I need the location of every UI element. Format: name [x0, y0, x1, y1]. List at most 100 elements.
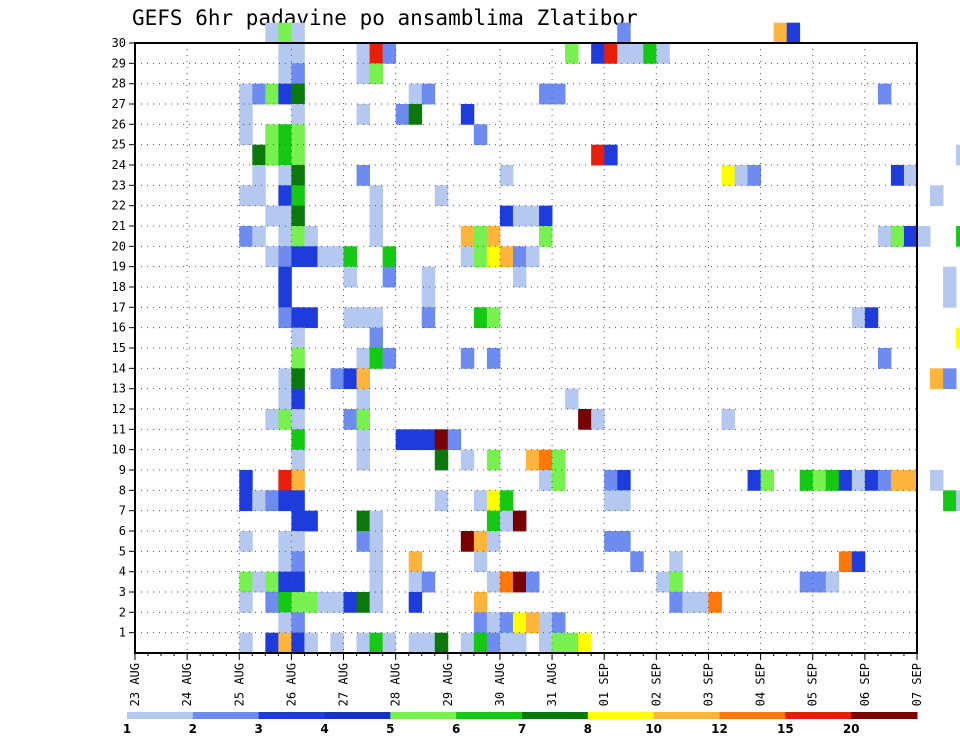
heatmap-cell	[304, 592, 318, 613]
heatmap-cell	[499, 490, 514, 512]
colorbar-swatch	[258, 712, 325, 719]
heatmap-cell	[669, 592, 683, 613]
x-tick-label: 06 SEP	[858, 663, 872, 706]
heatmap-cell	[239, 592, 253, 613]
heatmap-cell	[512, 571, 527, 593]
heatmap-cell	[291, 43, 305, 64]
heatmap-cell	[447, 429, 462, 451]
heatmap-cell	[291, 632, 305, 654]
heatmap-cell	[890, 470, 905, 491]
heatmap-cell	[864, 470, 879, 491]
x-tick-label: 07 SEP	[910, 663, 924, 706]
heatmap-cell	[486, 531, 501, 552]
heatmap-cell	[356, 165, 370, 186]
heatmap-cell	[526, 205, 540, 227]
heatmap-cell	[486, 490, 501, 512]
heatmap-cell	[512, 246, 527, 268]
y-tick-label: 13	[112, 382, 126, 396]
heatmap-cell	[473, 246, 488, 268]
heatmap-cell	[877, 348, 892, 369]
heatmap-cell	[356, 592, 370, 613]
colorbar-swatch	[456, 712, 523, 719]
heatmap-cell	[278, 144, 292, 166]
heatmap-cell	[773, 22, 788, 44]
heatmap-cell	[265, 83, 279, 105]
y-tick-label: 7	[119, 504, 126, 518]
colorbar-swatch	[324, 712, 391, 719]
heatmap-cell	[473, 490, 488, 512]
heatmap-cell	[291, 307, 305, 329]
heatmap-cell	[278, 368, 292, 390]
heatmap-cell	[356, 104, 370, 125]
heatmap-cell	[539, 632, 553, 654]
heatmap-cell	[930, 185, 944, 207]
heatmap-cell	[265, 409, 279, 430]
heatmap-cell	[434, 429, 449, 451]
y-tick-label: 22	[112, 199, 126, 213]
heatmap-cell	[369, 510, 384, 532]
colorbar-label: 1	[123, 722, 131, 736]
heatmap-cell	[604, 531, 618, 552]
heatmap-cell	[265, 205, 279, 227]
colorbar-swatch	[127, 712, 194, 719]
colorbar-label: 2	[189, 722, 197, 736]
heatmap-cell	[825, 571, 840, 593]
heatmap-cell	[604, 43, 618, 64]
y-tick-label: 30	[112, 36, 126, 50]
heatmap-cell	[473, 632, 488, 654]
heatmap-cell	[291, 124, 305, 146]
heatmap-cell	[265, 124, 279, 146]
heatmap-cell	[395, 104, 410, 125]
heatmap-cell	[851, 470, 866, 491]
heatmap-cell	[512, 205, 527, 227]
heatmap-cell	[291, 226, 305, 247]
heatmap-cell	[278, 165, 292, 186]
y-tick-label: 28	[112, 77, 126, 91]
colorbar-swatch	[390, 712, 457, 719]
heatmap-cell	[382, 348, 397, 369]
heatmap-cell	[747, 165, 761, 186]
heatmap-cell	[421, 287, 436, 308]
heatmap-cell	[369, 226, 384, 247]
y-tick-label: 2	[119, 605, 126, 619]
heatmap-cell	[265, 490, 279, 512]
y-tick-label: 3	[119, 585, 126, 599]
colorbar-label: 4	[320, 722, 328, 736]
heatmap-cell	[291, 83, 305, 105]
heatmap-cell	[304, 632, 318, 654]
heatmap-cell	[356, 43, 370, 64]
heatmap-cell	[877, 226, 892, 247]
heatmap-cell	[903, 226, 918, 247]
heatmap-cell	[291, 449, 305, 471]
heatmap-cell	[278, 22, 292, 44]
heatmap-cell	[604, 144, 618, 166]
x-tick-label: 02 SEP	[649, 663, 663, 706]
heatmap-cell	[539, 83, 553, 105]
heatmap-cell	[565, 632, 579, 654]
heatmap-cell	[591, 144, 605, 166]
heatmap-cell	[760, 470, 775, 491]
heatmap-cell	[943, 266, 957, 288]
heatmap-cell	[291, 490, 305, 512]
heatmap-cell	[903, 165, 918, 186]
y-tick-label: 6	[119, 524, 126, 538]
heatmap-cell	[382, 266, 397, 288]
heatmap-cell	[356, 409, 370, 430]
heatmap-cell	[838, 470, 853, 491]
heatmap-cell	[265, 592, 279, 613]
heatmap-cell	[382, 246, 397, 268]
heatmap-cell	[369, 551, 384, 573]
heatmap-cell	[565, 43, 579, 64]
heatmap-cell	[643, 43, 657, 64]
heatmap-cell	[278, 43, 292, 64]
heatmap-cell	[721, 165, 735, 186]
colorbar-label: 7	[518, 722, 526, 736]
heatmap-cell	[486, 632, 501, 654]
heatmap-cell	[239, 83, 253, 105]
heatmap-cell	[291, 612, 305, 634]
heatmap-cell	[278, 63, 292, 85]
heatmap-cell	[343, 592, 357, 613]
heatmap-cell	[499, 165, 514, 186]
colorbar-swatch	[522, 712, 589, 719]
y-tick-label: 4	[119, 565, 126, 579]
